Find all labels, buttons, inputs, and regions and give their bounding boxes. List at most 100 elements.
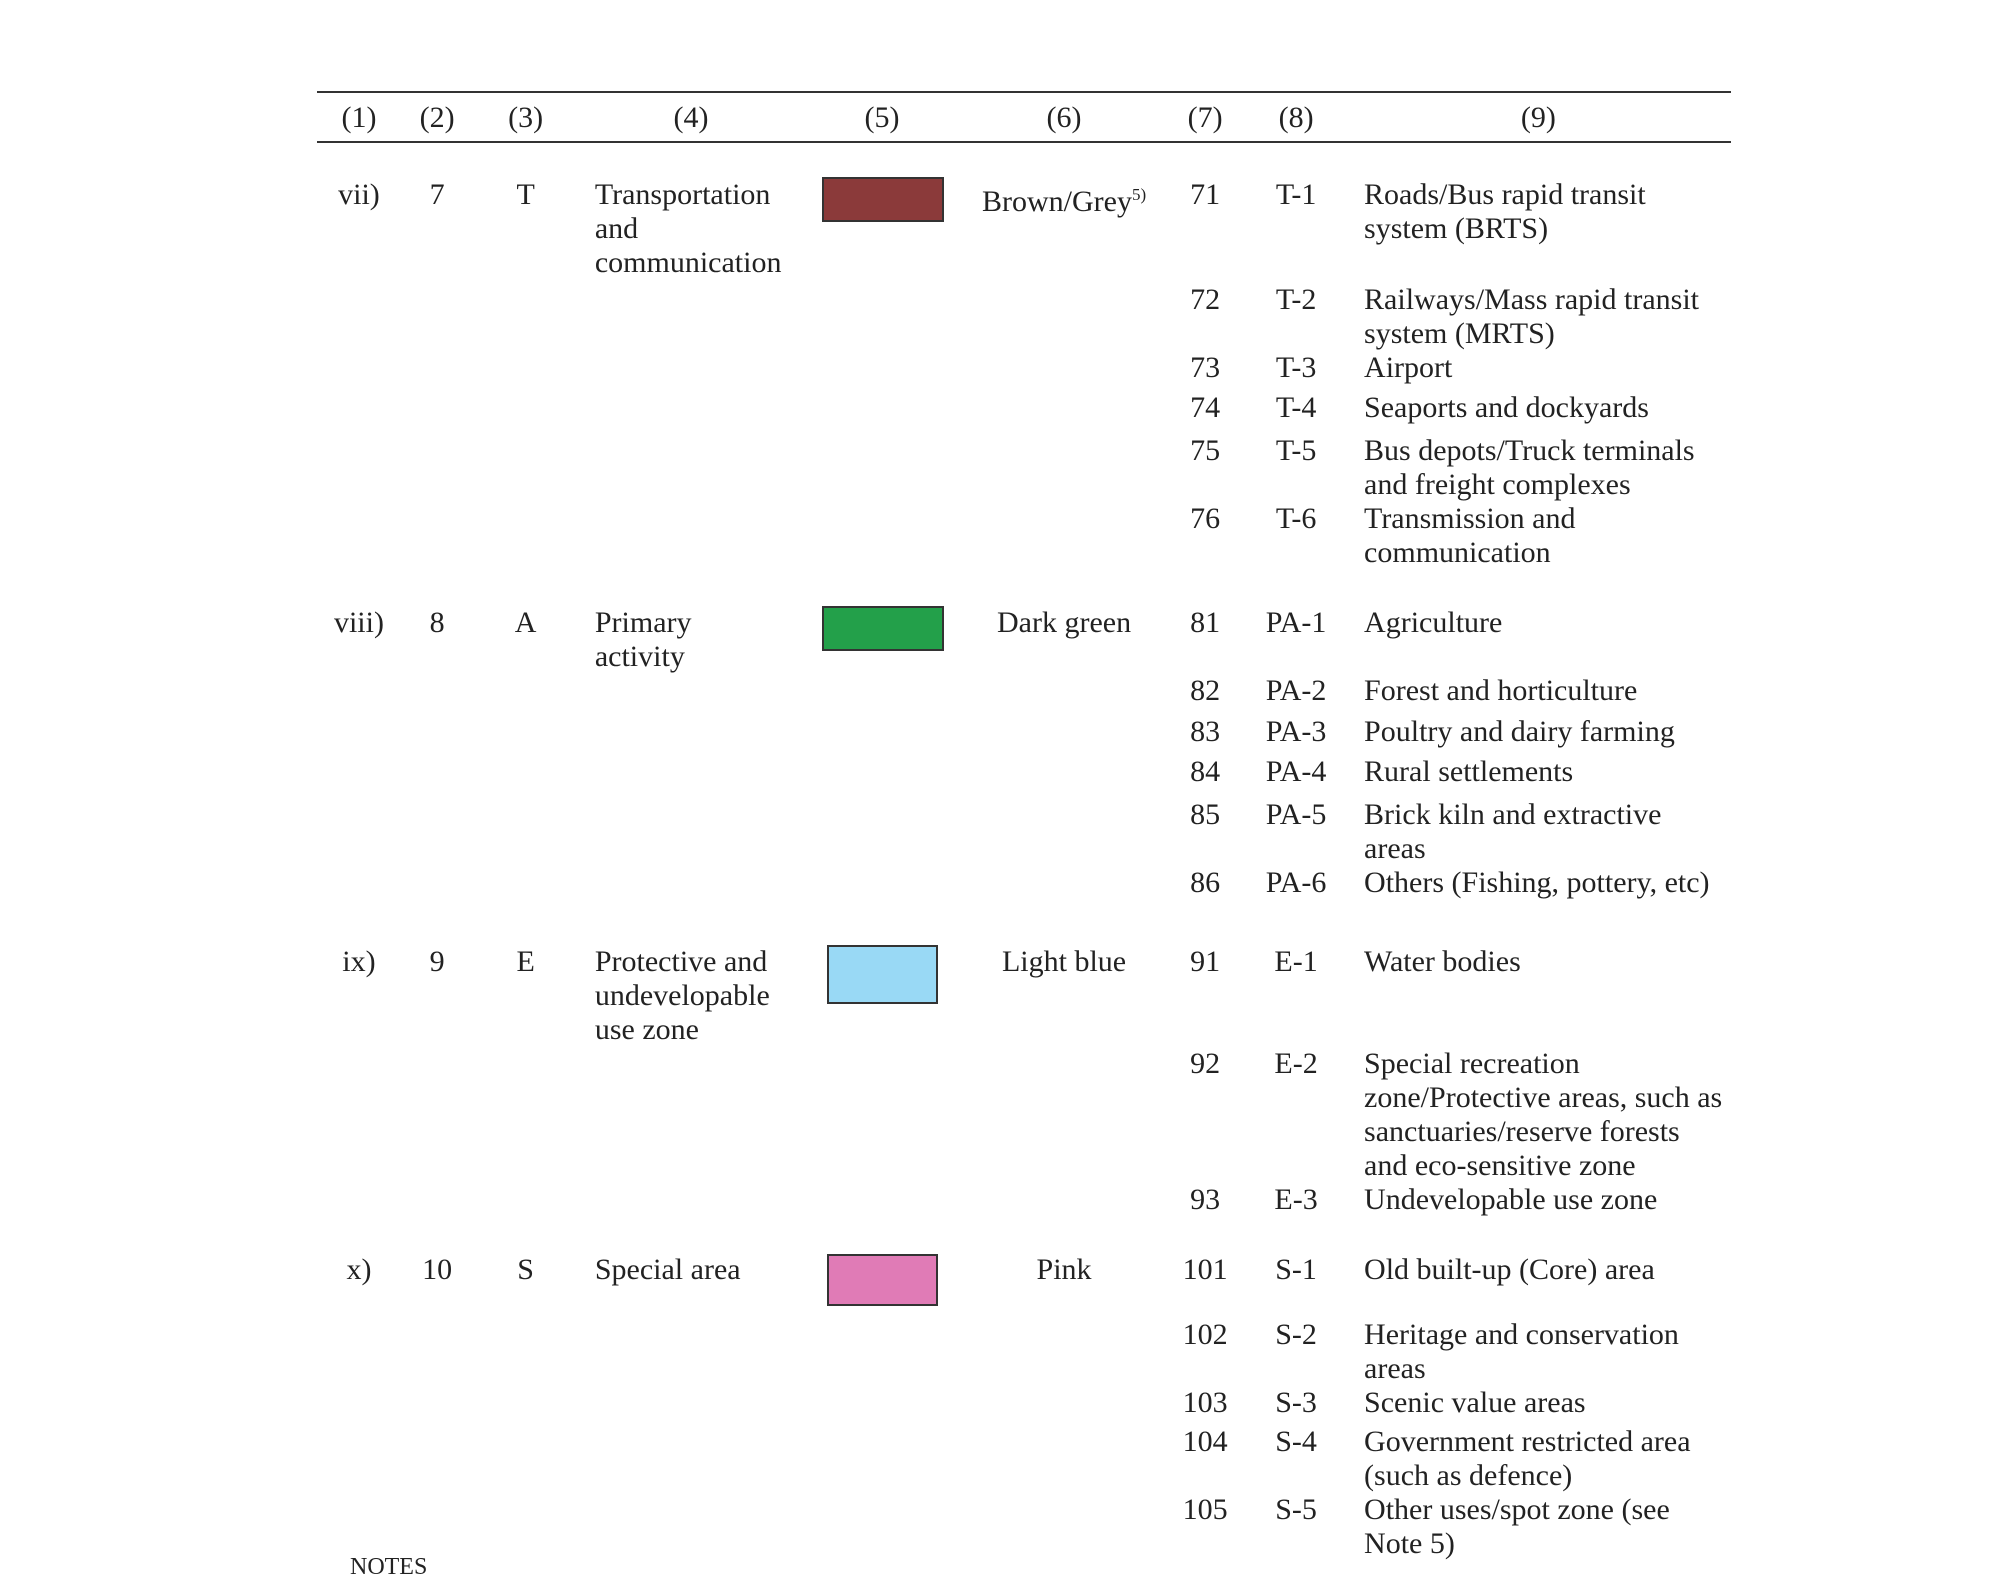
- zone-use: Transmission and: [1364, 502, 1576, 536]
- column-header: (1): [341, 100, 377, 134]
- zone-use: Special recreation: [1364, 1047, 1580, 1081]
- zone-id: T-4: [1275, 390, 1317, 424]
- zone-use: Old built-up (Core) area: [1364, 1253, 1655, 1287]
- zone-code: 73: [1190, 350, 1221, 384]
- zone-use: and eco-sensitive zone: [1364, 1149, 1636, 1183]
- column-header: (4): [673, 100, 709, 134]
- table-rule: [316, 91, 1731, 94]
- zone-use: system (BRTS): [1364, 211, 1549, 245]
- zone-code: 93: [1190, 1182, 1221, 1216]
- zone-use: Others (Fishing, pottery, etc): [1364, 866, 1710, 900]
- zone-use: Railways/Mass rapid transit: [1364, 282, 1699, 316]
- zone-code: 105: [1182, 1493, 1228, 1527]
- zone-use: Undevelopable use zone: [1364, 1182, 1658, 1216]
- zone-id: PA-1: [1265, 606, 1327, 640]
- column-header: (6): [1046, 100, 1082, 134]
- zone-id: T-5: [1275, 434, 1317, 468]
- column-header: (9): [1520, 100, 1556, 134]
- category-letter: T: [516, 177, 535, 211]
- zone-id: T-1: [1275, 177, 1317, 211]
- zone-code: 102: [1182, 1317, 1228, 1351]
- roman-number: vii): [338, 177, 380, 211]
- zone-use: Bus depots/Truck terminals: [1364, 434, 1695, 468]
- category-letter: A: [514, 606, 537, 640]
- zone-code: 86: [1190, 866, 1221, 900]
- zone-id: E-3: [1274, 1182, 1318, 1216]
- zone-use: (such as defence): [1364, 1459, 1573, 1493]
- category-number: 7: [429, 177, 445, 211]
- footnote-ref: 5): [1131, 184, 1147, 204]
- colour-swatch: [821, 606, 944, 652]
- category-name: Special area: [594, 1253, 741, 1287]
- zone-use: Brick kiln and extractive: [1364, 798, 1662, 832]
- category-name: undevelopable: [594, 978, 770, 1012]
- zone-use: Airport: [1364, 350, 1453, 384]
- zone-code: 104: [1182, 1425, 1228, 1459]
- zone-id: PA-6: [1265, 866, 1327, 900]
- category-name: Primary: [594, 606, 692, 640]
- roman-number: viii): [333, 606, 384, 640]
- zone-id: S-3: [1275, 1385, 1317, 1419]
- zone-code: 101: [1182, 1253, 1228, 1287]
- zone-code: 71: [1190, 177, 1221, 211]
- zone-id: T-3: [1275, 350, 1317, 384]
- zone-use: communication: [1364, 536, 1551, 570]
- zone-id: S-4: [1275, 1425, 1317, 1459]
- colour-swatch: [821, 176, 944, 222]
- colour-name: Dark green: [997, 606, 1132, 640]
- zone-use: Government restricted area: [1364, 1425, 1691, 1459]
- zone-use: Seaports and dockyards: [1364, 390, 1649, 424]
- zone-use: and freight complexes: [1364, 468, 1631, 502]
- zone-id: PA-3: [1265, 715, 1327, 749]
- zone-use: Note 5): [1364, 1527, 1455, 1561]
- zone-code: 72: [1190, 282, 1221, 316]
- column-header: (8): [1278, 100, 1314, 134]
- zone-id: S-5: [1275, 1493, 1317, 1527]
- zone-use: zone/Protective areas, such as: [1364, 1081, 1723, 1115]
- column-header: (7): [1187, 100, 1223, 134]
- zone-use: sanctuaries/reserve forests: [1364, 1115, 1680, 1149]
- zone-code: 81: [1190, 606, 1221, 640]
- colour-swatch: [826, 1253, 939, 1307]
- category-name: Transportation: [594, 177, 771, 211]
- category-name: and: [594, 211, 639, 245]
- zone-code: 84: [1190, 754, 1221, 788]
- zone-code: 82: [1190, 673, 1221, 707]
- category-name: activity: [594, 640, 685, 674]
- category-name: communication: [594, 246, 782, 280]
- column-header: (2): [419, 100, 455, 134]
- zone-code: 85: [1190, 798, 1221, 832]
- zone-use: areas: [1364, 832, 1426, 866]
- zone-id: T-6: [1275, 502, 1317, 536]
- zone-use: system (MRTS): [1364, 317, 1555, 351]
- notes-heading: NOTES: [349, 1553, 428, 1580]
- category-name: use zone: [594, 1012, 699, 1046]
- zone-code: 103: [1182, 1385, 1228, 1419]
- column-header: (3): [508, 100, 544, 134]
- zone-use: Water bodies: [1364, 944, 1521, 978]
- column-header: (5): [864, 100, 900, 134]
- zone-id: PA-4: [1265, 754, 1327, 788]
- colour-name: Pink: [1036, 1253, 1092, 1287]
- table-rule: [316, 141, 1731, 144]
- zone-code: 83: [1190, 715, 1221, 749]
- category-name: Protective and: [594, 944, 768, 978]
- zone-use: Poultry and dairy farming: [1364, 715, 1675, 749]
- zone-id: E-1: [1274, 944, 1318, 978]
- colour-name: Brown/Grey5): [981, 184, 1147, 218]
- category-letter: S: [517, 1253, 534, 1287]
- zone-id: E-2: [1274, 1047, 1318, 1081]
- zone-id: S-1: [1275, 1253, 1317, 1287]
- zone-code: 91: [1190, 944, 1221, 978]
- zone-id: S-2: [1275, 1317, 1317, 1351]
- zone-use: areas: [1364, 1351, 1426, 1385]
- zone-use: Forest and horticulture: [1364, 673, 1638, 707]
- zone-code: 76: [1190, 502, 1221, 536]
- zone-use: Rural settlements: [1364, 754, 1574, 788]
- zone-use: Agriculture: [1364, 606, 1503, 640]
- zone-code: 92: [1190, 1047, 1221, 1081]
- roman-number: x): [346, 1253, 372, 1287]
- category-number: 8: [429, 606, 445, 640]
- zone-id: T-2: [1275, 282, 1317, 316]
- colour-name: Light blue: [1001, 944, 1127, 978]
